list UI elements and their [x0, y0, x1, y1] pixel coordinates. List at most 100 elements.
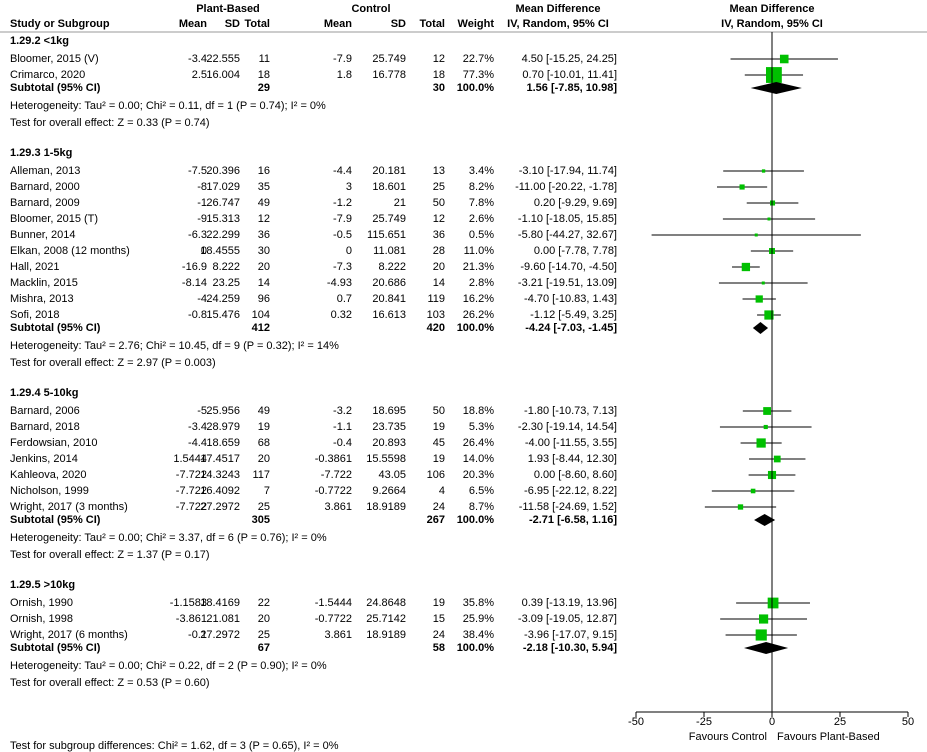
effect-square — [763, 407, 772, 415]
cell-n1: 22 — [258, 597, 270, 609]
cell-n1: 49 — [258, 197, 270, 209]
cell-sd1: 15.476 — [206, 309, 240, 321]
cell-n1: 20 — [258, 453, 270, 465]
heterogeneity: Heterogeneity: Tau² = 2.76; Chi² = 10.45… — [10, 340, 339, 352]
cell-m2: 3 — [346, 181, 352, 193]
cell-n1: 104 — [252, 309, 270, 321]
cell-n1: 30 — [258, 245, 270, 257]
x-tick-label: 50 — [902, 716, 914, 728]
cell-n1: 25 — [258, 501, 270, 513]
study-name: Barnard, 2009 — [10, 197, 80, 209]
cell-sd1: 25.956 — [206, 405, 240, 417]
cell-m1: -7.722 — [176, 501, 207, 513]
cell-weight-label: 26.4% — [463, 437, 494, 449]
md-table-header: Mean Difference — [516, 3, 601, 15]
study-header: Study or Subgroup — [10, 18, 110, 30]
cell-md-label: 0.00 [-8.60, 8.60] — [534, 469, 617, 481]
cell-sd2: 21 — [394, 197, 406, 209]
cell-n2: 4 — [439, 485, 445, 497]
cell-m1: -7.5 — [188, 165, 207, 177]
cell-md-label: -3.09 [-19.05, 12.87] — [518, 613, 617, 625]
cell-m1: -9 — [197, 213, 207, 225]
cell-sd1: 23.25 — [212, 277, 240, 289]
cell-md-label: 0.70 [-10.01, 11.41] — [522, 69, 617, 81]
cell-n1: 68 — [258, 437, 270, 449]
cell-m1: -16.9 — [182, 261, 207, 273]
cell-weight-label: 11.0% — [464, 245, 495, 257]
effect-square — [750, 488, 756, 494]
cell-n2: 45 — [433, 437, 445, 449]
cell-md-label: -6.95 [-22.12, 8.22] — [524, 485, 617, 497]
cell-m1: -3.4 — [188, 421, 207, 433]
x-tick-label: -50 — [628, 716, 644, 728]
cell-m2: 3.861 — [324, 629, 352, 641]
x-tick-label: 25 — [834, 716, 846, 728]
subgroup-title: 1.29.5 >10kg — [10, 579, 75, 591]
cell-n2: 50 — [433, 405, 445, 417]
favours-right: Favours Plant-Based — [777, 731, 880, 743]
subtotal-name: Subtotal (95% CI) — [10, 82, 101, 94]
cell-sd1: 17.029 — [206, 181, 240, 193]
cell-m1: 2.5 — [192, 69, 207, 81]
cell-sd1: 22.299 — [206, 229, 240, 241]
cell-m1: -3.4 — [188, 53, 207, 65]
cell-sd2: 20.893 — [372, 437, 406, 449]
cell-m2: -0.7722 — [315, 613, 352, 625]
cell-n1: 96 — [258, 293, 270, 305]
cell-n1: 25 — [258, 629, 270, 641]
cell-sd2: 43.05 — [378, 469, 406, 481]
cell-sd2: 115.651 — [367, 229, 406, 241]
cell-m1: -0.8 — [188, 309, 207, 321]
cell-m1: -5 — [197, 405, 207, 417]
cell-sd2: 18.9189 — [366, 501, 406, 513]
cell-sd2: 18.695 — [372, 405, 406, 417]
cell-md-label: -4.70 [-10.83, 1.43] — [524, 293, 617, 305]
study-name: Wright, 2017 (6 months) — [10, 629, 128, 641]
cell-weight-label: 14.0% — [463, 453, 494, 465]
cell-n2: 15 — [433, 613, 445, 625]
cell-m1: -0.1 — [188, 629, 207, 641]
overall-effect: Test for overall effect: Z = 2.97 (P = 0… — [10, 357, 216, 369]
effect-square — [767, 597, 779, 609]
cell-m1: 0 — [201, 245, 207, 257]
cell-weight-label: 3.4% — [469, 165, 494, 177]
cell-weight-label: 20.3% — [463, 469, 494, 481]
cell-sd2: 9.2664 — [372, 485, 406, 497]
cell-n1: 11 — [259, 53, 270, 65]
cell-m2: 0.7 — [337, 293, 352, 305]
cell-sd2: 18.601 — [372, 181, 406, 193]
cell-n1: 14 — [258, 277, 270, 289]
cell-sd2: 20.686 — [372, 277, 406, 289]
cell-m2: -7.722 — [321, 469, 352, 481]
subtotal-diamond — [752, 322, 769, 334]
x-tick-label: -25 — [696, 716, 712, 728]
cell-weight-label: 38.4% — [463, 629, 494, 641]
group1-header: Plant-Based — [196, 3, 260, 15]
cell-m2: -1.1 — [333, 421, 352, 433]
study-name: Barnard, 2006 — [10, 405, 80, 417]
effect-square — [759, 614, 769, 624]
cell-sd1: 16.004 — [206, 69, 240, 81]
subtotal-n1: 67 — [258, 642, 270, 654]
sd-header: SD — [225, 18, 240, 30]
cell-sd2: 8.222 — [378, 261, 406, 273]
cell-m2: -0.5 — [333, 229, 352, 241]
cell-sd1: 16.4092 — [200, 485, 240, 497]
cell-sd1: 21.081 — [206, 613, 240, 625]
cell-n2: 106 — [427, 469, 445, 481]
cell-sd2: 23.735 — [372, 421, 406, 433]
cell-md-label: -2.30 [-19.14, 14.54] — [518, 421, 617, 433]
cell-weight-label: 7.8% — [469, 197, 494, 209]
effect-square — [737, 504, 744, 510]
cell-m2: -0.7722 — [315, 485, 352, 497]
favours-left: Favours Control — [689, 731, 767, 743]
cell-weight-label: 18.8% — [463, 405, 494, 417]
cell-sd1: 28.979 — [206, 421, 240, 433]
effect-square — [761, 281, 765, 285]
cell-n1: 12 — [258, 213, 270, 225]
effect-square — [756, 438, 766, 448]
group2-header: Control — [351, 3, 390, 15]
study-name: Sofi, 2018 — [10, 309, 60, 321]
effect-square — [755, 629, 767, 641]
